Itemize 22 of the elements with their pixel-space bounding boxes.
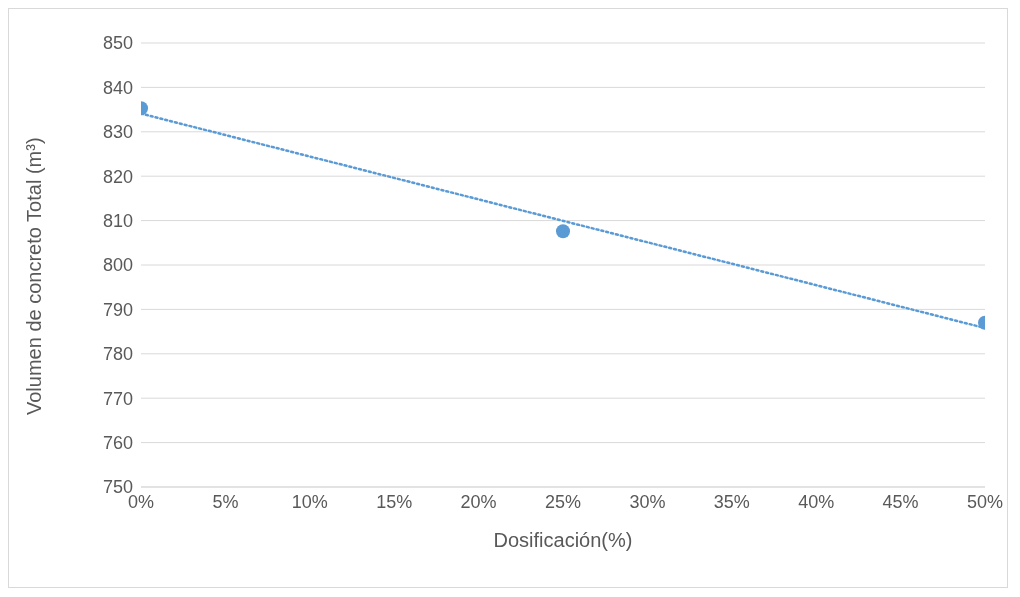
y-tick-label: 770	[102, 388, 133, 409]
y-tick-label: 780	[102, 344, 133, 365]
y-tick-label: 840	[102, 77, 133, 98]
y-tick-label: 800	[102, 255, 133, 276]
y-tick-label: 810	[102, 210, 133, 231]
x-tick-label: 25%	[544, 491, 582, 512]
x-tick-label: 40%	[798, 491, 835, 512]
x-tick-label: 30%	[629, 491, 666, 512]
y-tick-label: 790	[102, 299, 133, 320]
y-tick-label: 850	[102, 33, 133, 54]
x-tick-label: 50%	[966, 491, 1004, 512]
x-tick-label: 15%	[376, 491, 413, 512]
x-tick-label: 5%	[212, 491, 239, 512]
x-tick-label: 20%	[460, 491, 497, 512]
y-tick-label: 830	[102, 122, 133, 143]
y-tick-label: 760	[102, 432, 133, 453]
y-tick-label: 820	[102, 166, 133, 187]
x-tick-label: 10%	[291, 491, 328, 512]
y-axis-title: Volumen de concreto Total (m³)	[23, 137, 46, 415]
x-axis-title: Dosificación(%)	[493, 529, 633, 551]
x-tick-label: 45%	[882, 491, 919, 512]
x-tick-label: 35%	[713, 491, 750, 512]
